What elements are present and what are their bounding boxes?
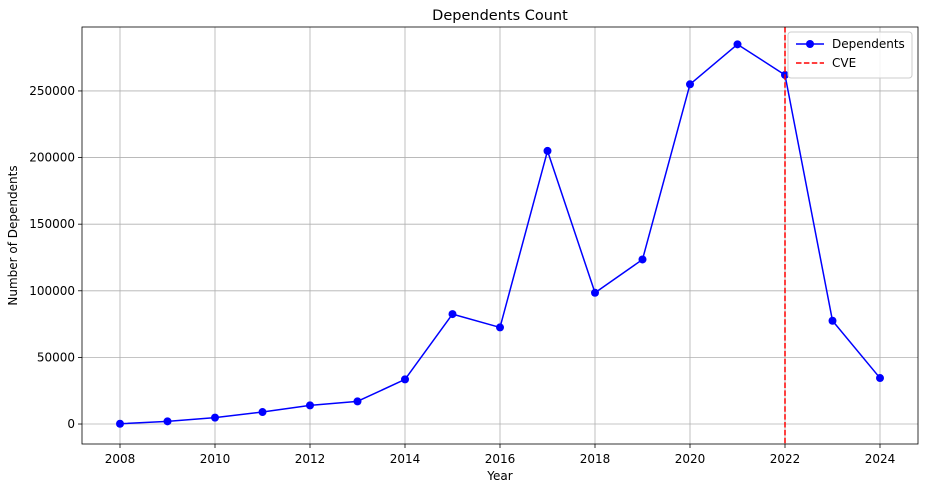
y-tick-label: 100000: [29, 284, 75, 298]
x-tick-label: 2024: [865, 452, 896, 466]
legend-marker-dependents: [806, 40, 814, 48]
data-point: [876, 374, 884, 383]
y-axis-label: Number of Dependents: [6, 165, 20, 305]
x-axis-label: Year: [486, 469, 512, 483]
data-point: [686, 80, 694, 89]
data-point: [496, 323, 504, 332]
y-tick-label: 50000: [37, 350, 75, 364]
x-tick-label: 2016: [485, 452, 516, 466]
legend-label-dependents: Dependents: [832, 37, 905, 51]
data-point: [306, 401, 314, 410]
y-tick-label: 0: [67, 417, 75, 431]
x-tick-label: 2018: [580, 452, 611, 466]
data-point: [353, 397, 362, 406]
x-tick-label: 2022: [770, 452, 801, 466]
data-point: [211, 413, 219, 422]
x-tick-label: 2012: [295, 452, 326, 466]
x-tick-label: 2020: [675, 452, 706, 466]
data-point: [258, 408, 267, 417]
chart-title: Dependents Count: [432, 8, 568, 24]
legend: Dependents CVE: [787, 31, 913, 79]
data-point: [401, 375, 409, 384]
x-tick-label: 2014: [390, 452, 421, 466]
data-point: [638, 255, 647, 264]
data-point: [543, 146, 552, 155]
x-tick-label: 2008: [105, 452, 136, 466]
data-point: [163, 417, 172, 426]
x-tick-label: 2010: [200, 452, 231, 466]
plot-area: [116, 27, 884, 444]
legend-label-cve: CVE: [832, 56, 856, 70]
axis-ticks: 2008 2010 2012 2014 2016 2018 2020 2022 2024 0 500…: [29, 84, 895, 466]
axes-frame: [81, 26, 919, 445]
y-tick-label: 200000: [29, 151, 75, 165]
y-tick-label: 250000: [29, 84, 75, 98]
data-point: [733, 40, 742, 49]
data-point: [116, 419, 124, 428]
grid-lines: [82, 27, 918, 444]
y-tick-label: 150000: [29, 217, 75, 231]
data-point: [591, 288, 599, 297]
data-point: [828, 316, 837, 325]
data-point: [448, 310, 457, 319]
